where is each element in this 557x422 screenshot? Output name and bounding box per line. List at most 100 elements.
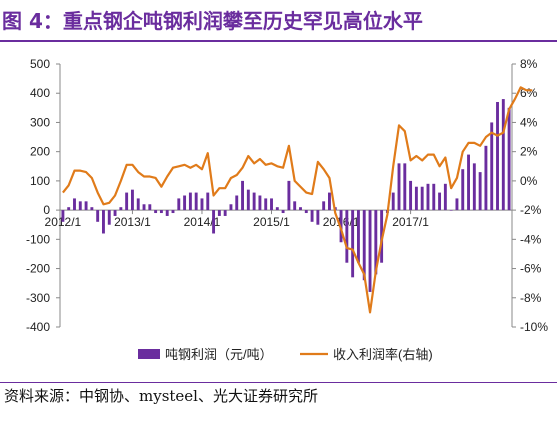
profit-bar	[258, 195, 262, 211]
profit-bar	[432, 183, 436, 211]
profit-bar	[299, 207, 302, 211]
profit-bar	[414, 186, 418, 211]
profit-bar	[478, 172, 482, 211]
profit-bar	[241, 180, 244, 211]
profit-bar	[188, 192, 192, 211]
profit-bar	[461, 169, 465, 211]
profit-bar	[119, 207, 123, 211]
profit-bar	[374, 210, 378, 275]
profit-bar	[275, 207, 279, 211]
profit-bar	[264, 198, 268, 211]
right-axis-tick-label: -8%	[520, 291, 542, 305]
profit-bar	[270, 198, 273, 211]
profit-bar	[293, 201, 297, 211]
left-axis-tick-label: 100	[30, 174, 50, 188]
profit-bar	[304, 210, 308, 214]
profit-bar	[229, 204, 233, 211]
right-axis-tick-label: -10%	[520, 320, 548, 334]
profit-bar	[125, 192, 129, 211]
profit-bar	[206, 192, 210, 211]
profit-bar	[194, 192, 198, 211]
profit-bar	[136, 198, 140, 211]
profit-bar	[159, 210, 163, 214]
figure-title: 图 4：重点钢企吨钢利润攀至历史罕见高位水平	[2, 9, 423, 33]
profit-bar	[322, 201, 326, 211]
profit-bar	[443, 183, 447, 211]
profit-bar	[96, 210, 100, 222]
title-divider	[0, 40, 557, 42]
legend-bar-swatch	[138, 349, 160, 359]
x-axis-tick-label: 2014/1	[184, 215, 221, 229]
profit-bar	[368, 210, 372, 292]
profit-bar	[426, 183, 430, 211]
margin-line	[62, 86, 533, 314]
profit-bar	[356, 210, 360, 263]
profit-bar	[507, 107, 511, 211]
profit-bar	[287, 180, 291, 211]
left-axis-tick-label: 400	[30, 86, 50, 100]
profit-bar	[73, 198, 76, 211]
profit-bar	[472, 163, 476, 211]
profit-bar	[409, 180, 413, 211]
profit-bar	[148, 204, 152, 211]
bar-series	[61, 99, 511, 292]
profit-bar	[467, 154, 470, 211]
profit-bar	[177, 198, 181, 211]
profit-bar	[397, 163, 401, 211]
profit-bar	[438, 192, 442, 211]
left-axis-tick-label: 0	[43, 203, 50, 217]
profit-bar	[496, 101, 499, 211]
profit-bar	[246, 189, 250, 211]
profit-bar	[362, 210, 366, 281]
left-axis-tick-label: -300	[26, 291, 50, 305]
profit-bar	[84, 201, 88, 211]
x-axis-tick-label: 2012/1	[45, 215, 82, 229]
profit-bar	[403, 163, 407, 211]
profit-bar	[391, 192, 395, 211]
profit-bar	[154, 210, 158, 214]
profit-bar	[90, 207, 94, 211]
profit-bar	[490, 122, 494, 211]
axes: 5004003002001000-100-200-300-4008%6%4%2%…	[26, 57, 548, 334]
right-axis-tick-label: 8%	[520, 57, 538, 71]
profit-bar	[351, 210, 355, 278]
profit-bar	[484, 145, 488, 211]
profit-bar	[130, 189, 134, 211]
profit-bar	[171, 210, 175, 214]
profit-bar	[328, 192, 331, 211]
profit-bar	[455, 198, 459, 211]
profit-bar	[142, 204, 146, 211]
right-axis-tick-label: -2%	[520, 203, 542, 217]
left-axis-tick-label: -200	[26, 262, 50, 276]
profit-bar	[449, 210, 453, 211]
left-axis-tick-label: -100	[26, 232, 50, 246]
profit-bar	[281, 210, 285, 214]
legend-bar-label: 吨钢利润（元/吨）	[165, 347, 273, 362]
profit-bar	[310, 210, 314, 222]
x-axis-tick-label: 2015/1	[253, 215, 290, 229]
profit-bar	[78, 201, 82, 211]
source-divider	[0, 382, 557, 383]
source-note: 资料来源：中钢协、mysteel、光大证券研究所	[4, 387, 318, 405]
profit-bar	[67, 207, 71, 211]
profit-bar	[420, 186, 424, 211]
profit-bar	[200, 198, 204, 211]
right-axis-tick-label: -4%	[520, 232, 542, 246]
left-axis-tick-label: 500	[30, 57, 50, 71]
profit-bar	[183, 195, 187, 211]
left-axis-tick-label: 200	[30, 145, 50, 159]
profit-bar	[212, 210, 216, 234]
right-axis-tick-label: 0%	[520, 174, 538, 188]
profit-bar	[235, 195, 239, 211]
right-axis-tick-label: 2%	[520, 145, 538, 159]
profit-bar	[61, 210, 65, 222]
x-axis-tick-label: 2017/1	[392, 215, 429, 229]
legend-line-label: 收入利润率(右轴)	[333, 347, 433, 362]
line-series	[62, 86, 533, 314]
x-axis-tick-label: 2013/1	[114, 215, 151, 229]
profit-bar	[501, 99, 505, 211]
legend: 吨钢利润（元/吨） 收入利润率(右轴)	[138, 347, 433, 362]
profit-bar	[316, 210, 320, 225]
left-axis-tick-label: 300	[30, 115, 50, 129]
right-axis-tick-label: 4%	[520, 115, 538, 129]
